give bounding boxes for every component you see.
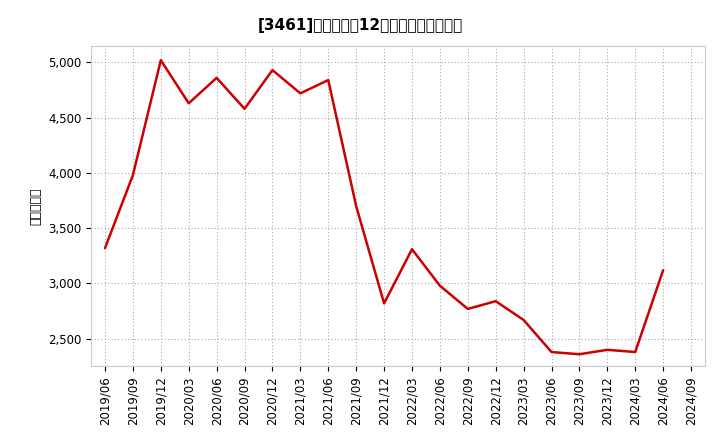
- Text: [3461]　売上高の12か月移動合計の推移: [3461] 売上高の12か月移動合計の推移: [257, 18, 463, 33]
- Y-axis label: （百万円）: （百万円）: [30, 187, 42, 225]
